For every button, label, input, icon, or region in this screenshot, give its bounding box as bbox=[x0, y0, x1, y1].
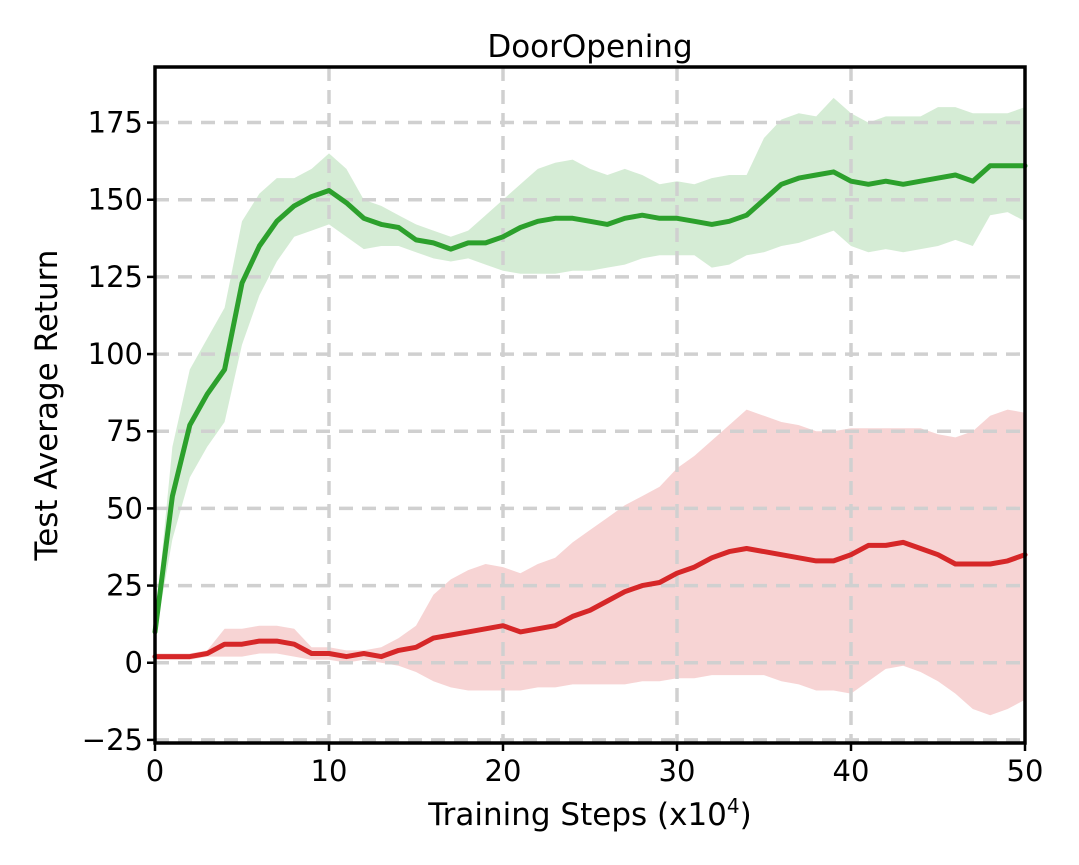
x-tick-label-10: 10 bbox=[311, 754, 348, 788]
y-tick-label-150: 150 bbox=[88, 183, 143, 217]
x-tick-label-0: 0 bbox=[146, 754, 164, 788]
x-axis-title: Training Steps (x104) bbox=[427, 794, 752, 833]
y-tick-label-75: 75 bbox=[106, 414, 143, 448]
x-axis-title-text: Training Steps (x10 bbox=[427, 797, 727, 833]
grid-lines bbox=[155, 67, 1025, 743]
y-tick-label-50: 50 bbox=[106, 491, 143, 525]
series-lines bbox=[152, 163, 1028, 660]
chart-title: DoorOpening bbox=[487, 29, 692, 65]
series-0-line bbox=[152, 163, 1028, 635]
series-1-line bbox=[152, 539, 1028, 660]
x-tick-label-50: 50 bbox=[1007, 754, 1044, 788]
y-axis-title: Test Average Return bbox=[29, 250, 65, 562]
x-tick-label-40: 40 bbox=[833, 754, 870, 788]
y-tick-label-100: 100 bbox=[88, 337, 143, 371]
y-tick-label-25: 25 bbox=[106, 569, 143, 603]
x-axis-title-close: ) bbox=[740, 797, 752, 833]
y-tick-label--25: −25 bbox=[82, 723, 143, 757]
series-0-band bbox=[155, 97, 1025, 639]
confidence-bands bbox=[155, 97, 1025, 716]
y-tick-label-125: 125 bbox=[88, 260, 143, 294]
y-tick-label-0: 0 bbox=[125, 646, 143, 680]
x-axis-ticks: 0 10 20 30 40 50 bbox=[146, 743, 1044, 788]
x-tick-label-30: 30 bbox=[659, 754, 696, 788]
plot-frame bbox=[153, 65, 1027, 745]
x-tick-label-20: 20 bbox=[485, 754, 522, 788]
series-1-band bbox=[155, 409, 1025, 716]
y-axis-ticks: −25 0 25 50 75 100 125 150 175 bbox=[82, 106, 155, 757]
y-tick-label-175: 175 bbox=[88, 106, 143, 140]
x-axis-title-exponent: 4 bbox=[727, 794, 740, 818]
